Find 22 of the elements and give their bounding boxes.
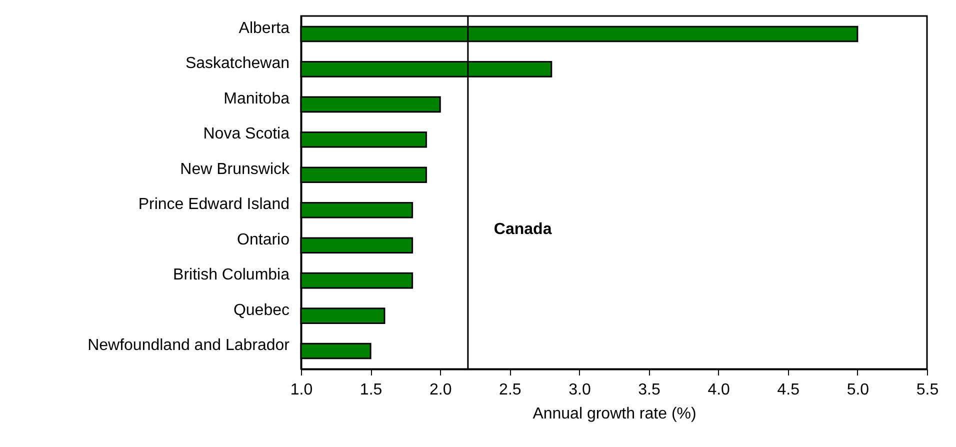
- x-tick-label: 2.0: [429, 382, 452, 398]
- y-tick-label: Alberta: [238, 20, 290, 37]
- x-tick-label: 3.5: [638, 382, 660, 398]
- x-tick-label: 1.5: [360, 382, 382, 398]
- y-tick-label: Nova Scotia: [203, 126, 290, 143]
- ref-line-label: Canada: [494, 221, 552, 238]
- y-tick-label: Newfoundland and Labrador: [88, 337, 290, 354]
- y-tick-label: Ontario: [237, 231, 290, 248]
- y-tick-label: New Brunswick: [180, 160, 290, 178]
- x-tick-label: 5.5: [916, 382, 939, 398]
- y-tick-label: British Columbia: [173, 266, 290, 284]
- y-tick-label: Manitoba: [224, 90, 290, 108]
- x-axis-title: Annual growth rate (%): [532, 406, 696, 422]
- x-tick-label: 4.0: [708, 382, 730, 398]
- x-tick-label: 4.5: [777, 382, 800, 398]
- x-tick-label: 5.0: [846, 382, 870, 398]
- x-tick-label: 1.0: [290, 382, 313, 398]
- y-tick-label: Quebec: [233, 302, 290, 319]
- y-tick-label: Prince Edward Island: [138, 196, 290, 214]
- x-tick-label: 2.5: [499, 382, 522, 398]
- x-tick-label: 3.0: [568, 382, 591, 398]
- y-tick-label: Saskatchewan: [185, 55, 290, 72]
